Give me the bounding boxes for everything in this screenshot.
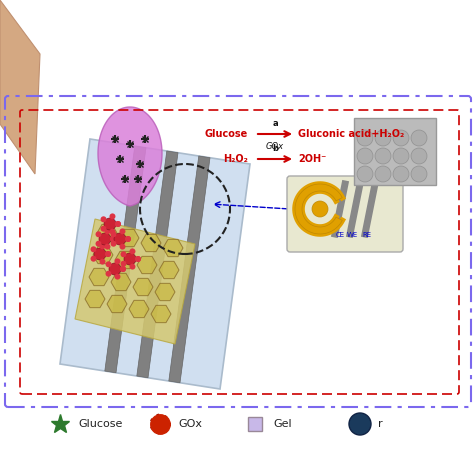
Polygon shape (0, 0, 40, 174)
Circle shape (105, 251, 111, 257)
Circle shape (129, 264, 136, 270)
Circle shape (125, 236, 131, 242)
Circle shape (125, 236, 131, 242)
Circle shape (99, 233, 111, 245)
Circle shape (106, 271, 111, 277)
Circle shape (109, 213, 116, 219)
Circle shape (96, 241, 101, 246)
Polygon shape (295, 184, 342, 234)
Circle shape (375, 166, 391, 182)
Circle shape (115, 221, 121, 227)
Circle shape (114, 233, 126, 245)
Circle shape (109, 228, 116, 235)
FancyBboxPatch shape (354, 118, 436, 185)
Polygon shape (169, 156, 210, 383)
Circle shape (129, 248, 136, 255)
Text: b: b (272, 144, 278, 153)
Circle shape (411, 166, 427, 182)
Text: 2OH⁻: 2OH⁻ (298, 154, 326, 164)
Circle shape (115, 221, 121, 227)
Circle shape (120, 266, 126, 272)
Circle shape (375, 130, 391, 146)
Text: CE: CE (336, 232, 345, 238)
Circle shape (120, 261, 127, 267)
Circle shape (411, 130, 427, 146)
Text: Glucose: Glucose (205, 129, 248, 139)
FancyBboxPatch shape (287, 176, 403, 252)
Circle shape (357, 148, 373, 164)
Text: Gel: Gel (273, 419, 292, 429)
Circle shape (393, 148, 409, 164)
Circle shape (357, 166, 373, 182)
Circle shape (110, 241, 117, 246)
Text: r: r (378, 419, 383, 429)
Circle shape (115, 258, 120, 264)
Circle shape (110, 236, 116, 242)
Text: WE: WE (346, 232, 357, 238)
Text: GOx: GOx (178, 419, 202, 429)
Circle shape (119, 244, 126, 250)
Circle shape (135, 256, 141, 262)
Text: Glucose: Glucose (78, 419, 122, 429)
Text: a: a (272, 119, 278, 128)
Circle shape (135, 256, 141, 262)
Text: Gluconic acid+H₂O₂: Gluconic acid+H₂O₂ (298, 129, 404, 139)
Circle shape (100, 259, 106, 264)
Circle shape (100, 216, 107, 222)
Circle shape (100, 226, 107, 232)
Circle shape (393, 166, 409, 182)
Circle shape (91, 246, 97, 252)
Polygon shape (75, 219, 195, 344)
Polygon shape (105, 146, 146, 373)
Circle shape (312, 201, 328, 217)
Circle shape (104, 244, 110, 250)
Circle shape (120, 251, 127, 257)
Circle shape (411, 148, 427, 164)
Text: RE: RE (363, 232, 372, 238)
Circle shape (105, 251, 111, 257)
Circle shape (115, 273, 120, 280)
Circle shape (100, 243, 106, 249)
Circle shape (109, 263, 121, 275)
Circle shape (120, 266, 126, 272)
Circle shape (393, 130, 409, 146)
Circle shape (104, 228, 110, 234)
Circle shape (124, 253, 136, 265)
Circle shape (110, 236, 116, 242)
Polygon shape (137, 151, 178, 378)
Circle shape (91, 255, 97, 262)
Text: H₂O₂: H₂O₂ (223, 154, 248, 164)
Circle shape (375, 148, 391, 164)
Circle shape (94, 248, 106, 260)
Circle shape (119, 228, 126, 234)
Polygon shape (60, 139, 250, 389)
Circle shape (349, 413, 371, 435)
Circle shape (110, 231, 117, 237)
Circle shape (104, 218, 116, 230)
Circle shape (357, 130, 373, 146)
Circle shape (106, 261, 111, 267)
Text: GOx: GOx (266, 142, 284, 151)
Circle shape (96, 231, 101, 237)
Polygon shape (98, 107, 162, 206)
